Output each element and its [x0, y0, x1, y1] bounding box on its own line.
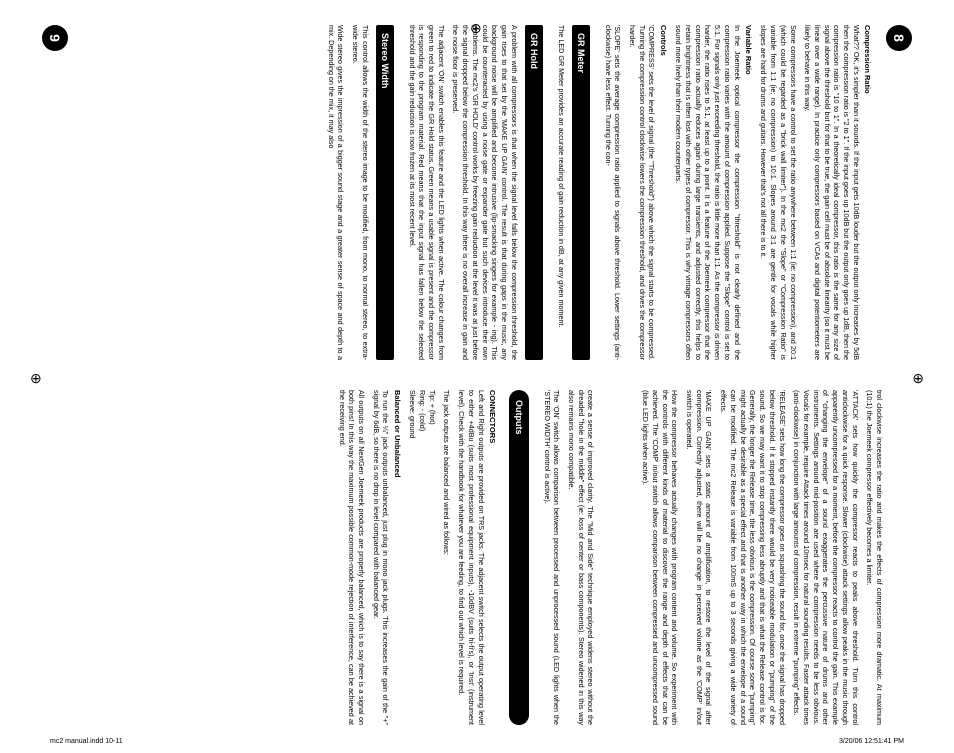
- section-outputs: Outputs: [509, 390, 529, 725]
- page-footer: mc2 manual.indd 10-11 3/20/06 12:51:41 P…: [50, 738, 904, 745]
- crop-mark-right: ⊕: [912, 370, 924, 387]
- body-text: 'RELEASE' sets how long the compressor g…: [719, 390, 787, 725]
- body-text: A problem with all compressors is that w…: [451, 25, 519, 360]
- wiring-ring: Ring: - (cold): [417, 390, 427, 725]
- body-text: Wide stereo gives the impression of a bi…: [326, 25, 345, 360]
- body-text: To run the ¼" jack outputs unbalanced, j…: [371, 390, 390, 725]
- body-text: The 'ON' switch allows comparison betwee…: [542, 390, 561, 725]
- left-column: Compression Ratio What?? OK, it's simple…: [76, 25, 878, 360]
- body-text: This control allows the width of the ste…: [350, 25, 369, 360]
- body-text: How the compressor behaves actually chan…: [640, 390, 679, 725]
- section-stereo-width: Stereo Width: [376, 25, 394, 360]
- body-text: Some compressors have a control to set t…: [759, 25, 798, 360]
- right-column: trol clockwise increases the ratio and m…: [42, 390, 912, 725]
- wiring-sleeve: Sleeve: ground: [408, 390, 418, 725]
- heading-balanced: Balanced or Unbalanced: [391, 390, 401, 725]
- body-text: In the Joemeek optical compressor the co…: [674, 25, 742, 360]
- body-text: 'SLOPE' sets the average compression rat…: [603, 25, 622, 360]
- body-text: The adjacent 'ON' switch enables this fe…: [407, 25, 446, 360]
- heading-compression-ratio: Compression Ratio: [862, 25, 872, 360]
- body-text: The jack outputs are balanced and wired …: [442, 390, 452, 725]
- body-text: What?? OK, it's simpler than it sounds. …: [803, 25, 861, 360]
- page-content: 8 Compression Ratio What?? OK, it's simp…: [42, 25, 912, 725]
- body-text: The LED GR Meter provides an accurate re…: [556, 25, 566, 360]
- body-text: 'ATTACK' sets how quickly the compressor…: [792, 390, 860, 725]
- section-gr-hold: GR Hold: [525, 25, 543, 360]
- body-text: 'MAKE UP GAIN' sets a static amount of a…: [684, 390, 713, 725]
- heading-controls: Controls: [657, 25, 667, 360]
- page-number-right: 9: [42, 25, 68, 51]
- section-gr-meter: GR Meter: [572, 25, 590, 360]
- body-text: Left and Right outputs are provided on T…: [456, 390, 485, 725]
- page-number-left: 8: [886, 25, 912, 51]
- crop-mark-left: ⊕: [30, 370, 42, 387]
- body-text: create a sense of improved clarity. The …: [566, 390, 595, 725]
- heading-variable-ratio: Variable Ratio: [743, 25, 753, 360]
- body-text: trol clockwise increases the ratio and m…: [865, 390, 884, 725]
- wiring-tip: Tip: + (hot): [427, 390, 437, 725]
- heading-connectors: CONNECTORS: [487, 390, 497, 725]
- footer-filename: mc2 manual.indd 10-11: [50, 738, 123, 745]
- body-text: All outputs on all NextGen Joemeek produ…: [337, 390, 366, 725]
- footer-timestamp: 3/20/06 12:51:41 PM: [839, 738, 904, 745]
- body-text: 'COMPRESS' sets the level of signal (the…: [627, 25, 656, 360]
